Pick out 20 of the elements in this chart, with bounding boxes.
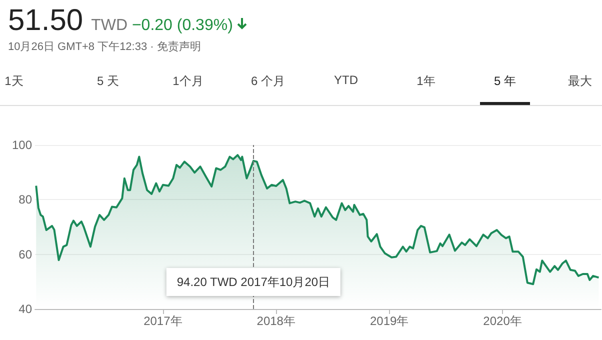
x-tick-label: 2018年 (256, 314, 296, 328)
text: 5 天 (96, 73, 120, 90)
tooltip: 94.20 TWD 2017年10月20日 (166, 268, 340, 296)
text: 1个月 (172, 73, 204, 90)
text: 最大 (568, 73, 592, 90)
x-tick-label: 2019年 (370, 314, 409, 328)
text: 6 个月 (250, 73, 286, 90)
text: 10月26日 GMT+8 下午12:33 · 免责声明 (8, 40, 201, 54)
x-tick-label: 2017年 (144, 314, 182, 328)
chart-subtitle: TWD −0.20 (0.39%) (91, 17, 233, 34)
y-tick-label: 100 (12, 138, 32, 152)
y-tick-label: 80 (18, 192, 32, 207)
y-tick-label: 60 (18, 247, 32, 262)
x-tick-label: 2020年 (483, 314, 522, 328)
y-tick-label: 40 (18, 302, 32, 316)
text: 1年 (416, 73, 436, 90)
chart-title: 51.50 (8, 4, 84, 37)
text: YTD (334, 73, 358, 87)
text: 5 年 (494, 73, 516, 90)
text: 1天 (4, 73, 24, 90)
